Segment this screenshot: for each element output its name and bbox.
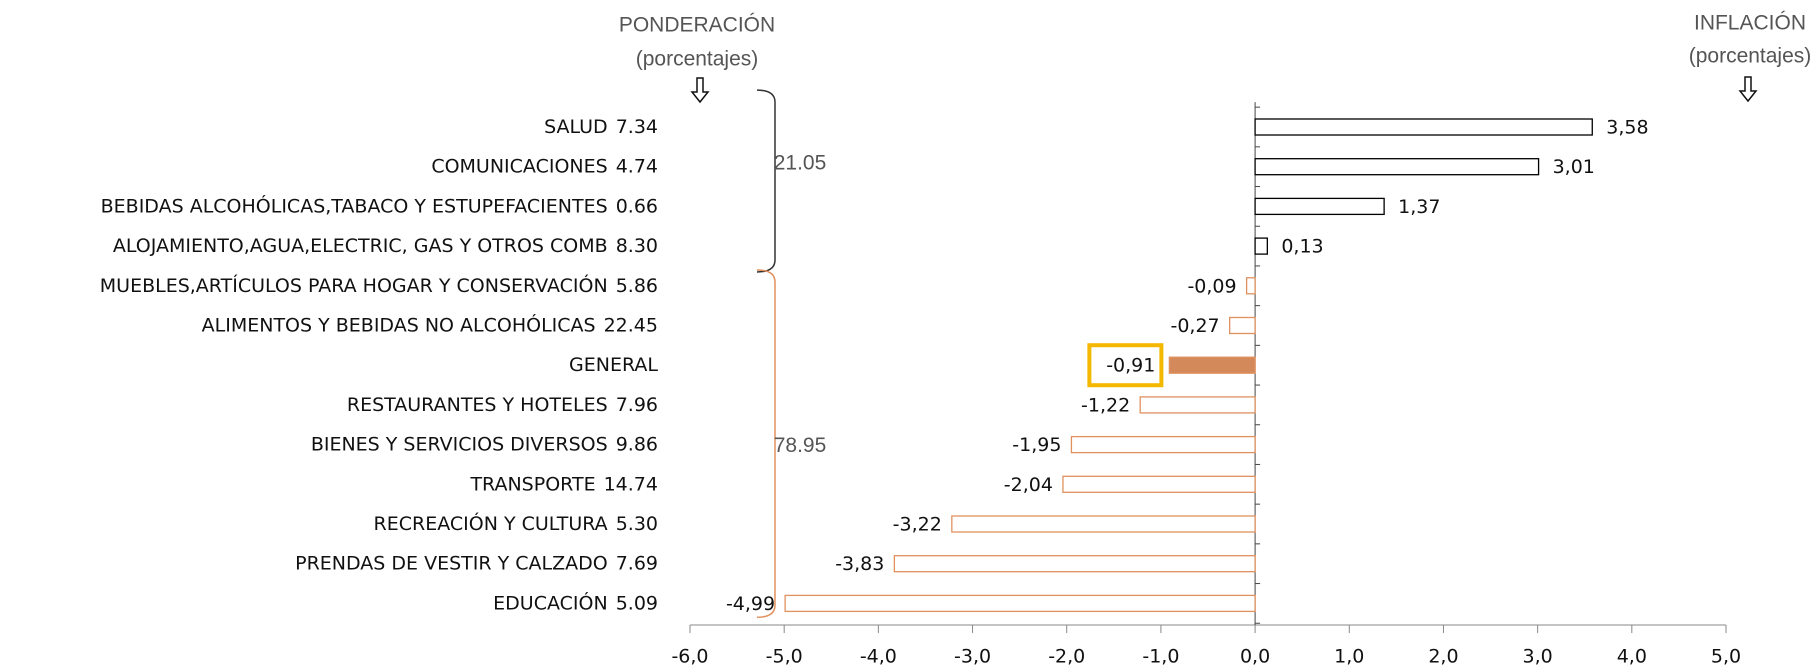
category-label: ALOJAMIENTO,AGUA,ELECTRIC, GAS Y OTROS C… bbox=[113, 235, 658, 257]
value-label: -0,91 bbox=[1106, 355, 1155, 377]
category-label: BIENES Y SERVICIOS DIVERSOS 9.86 bbox=[311, 433, 658, 455]
category-label: BEBIDAS ALCOHÓLICAS,TABACO Y ESTUPEFACIE… bbox=[101, 193, 658, 217]
bar bbox=[1254, 237, 1268, 255]
category-name: GENERAL bbox=[569, 354, 658, 376]
x-tick-label: 5,0 bbox=[1711, 646, 1741, 668]
x-tick-label: 0,0 bbox=[1240, 646, 1270, 668]
weight: 5.30 bbox=[616, 513, 658, 535]
weight: 7.96 bbox=[616, 393, 658, 415]
bar bbox=[784, 594, 1256, 613]
bar bbox=[1139, 396, 1256, 414]
weight: 4.74 bbox=[616, 155, 658, 177]
category-name: COMUNICACIONES bbox=[431, 155, 607, 177]
x-tick-label: 4,0 bbox=[1617, 646, 1647, 668]
value-label: 0,13 bbox=[1281, 236, 1323, 258]
bar bbox=[1229, 316, 1256, 335]
weight: 5.86 bbox=[616, 274, 658, 296]
category-label: PRENDAS DE VESTIR Y CALZADO 7.69 bbox=[295, 552, 658, 574]
header-sub: (porcentajes) bbox=[636, 48, 759, 71]
bar bbox=[1245, 277, 1256, 295]
category-label: RESTAURANTES Y HOTELES 7.96 bbox=[347, 393, 658, 415]
value-label: -3,22 bbox=[893, 514, 942, 536]
category-label: MUEBLES,ARTÍCULOS PARA HOGAR Y CONSERVAC… bbox=[100, 272, 658, 296]
category-label: EDUCACIÓN 5.09 bbox=[493, 590, 658, 614]
bar bbox=[1254, 197, 1385, 216]
category-name: EDUCACIÓN bbox=[493, 590, 608, 614]
bar bbox=[1062, 475, 1256, 493]
bracket bbox=[756, 269, 776, 618]
category-name: PRENDAS DE VESTIR Y CALZADO bbox=[295, 552, 608, 574]
x-tick-label: -5,0 bbox=[766, 646, 803, 668]
x-tick-label: 1,0 bbox=[1334, 646, 1364, 668]
value-label: -0,09 bbox=[1187, 275, 1236, 297]
category-label: GENERAL bbox=[569, 354, 658, 376]
x-tick-label: 3,0 bbox=[1523, 646, 1553, 668]
bar bbox=[893, 555, 1256, 573]
bar bbox=[1254, 118, 1593, 136]
category-name: BEBIDAS ALCOHÓLICAS,TABACO Y ESTUPEFACIE… bbox=[101, 193, 608, 217]
weight: 9.86 bbox=[616, 433, 658, 455]
arrow bbox=[1738, 76, 1758, 103]
category-name: BIENES Y SERVICIOS DIVERSOS bbox=[311, 433, 608, 455]
bracket bbox=[756, 89, 776, 273]
weight: 14.74 bbox=[604, 473, 658, 495]
highlight-box bbox=[1087, 343, 1164, 388]
value-label: -4,99 bbox=[726, 593, 775, 615]
x-tick-label: -6,0 bbox=[671, 646, 708, 668]
value-label: -0,27 bbox=[1170, 315, 1219, 337]
value-label: 1,37 bbox=[1398, 196, 1440, 218]
weight: 7.69 bbox=[616, 552, 658, 574]
group-total: 21.05 bbox=[774, 152, 827, 175]
category-name: MUEBLES,ARTÍCULOS PARA HOGAR Y CONSERVAC… bbox=[100, 272, 608, 296]
category-label: ALIMENTOS Y BEBIDAS NO ALCOHÓLICAS 22.45 bbox=[202, 312, 658, 336]
category-label: TRANSPORTE 14.74 bbox=[469, 473, 658, 495]
value-label: 3,58 bbox=[1606, 117, 1648, 139]
x-tick-label: 2,0 bbox=[1428, 646, 1458, 668]
category-name: RESTAURANTES Y HOTELES bbox=[347, 393, 608, 415]
x-tick-label: -1,0 bbox=[1142, 646, 1179, 668]
x-tick-label: -4,0 bbox=[860, 646, 897, 668]
weight: 8.30 bbox=[616, 235, 658, 257]
header: INFLACIÓN bbox=[1694, 12, 1806, 35]
x-tick-label: -3,0 bbox=[954, 646, 991, 668]
value-label: -1,22 bbox=[1081, 394, 1130, 416]
bar bbox=[1254, 158, 1540, 176]
category-name: SALUD bbox=[544, 116, 608, 138]
group-total: 78.95 bbox=[774, 434, 827, 457]
category-label: COMUNICACIONES 4.74 bbox=[431, 155, 658, 177]
category-name: TRANSPORTE bbox=[469, 473, 595, 495]
x-tick-label: -2,0 bbox=[1048, 646, 1085, 668]
weight: 0.66 bbox=[616, 195, 658, 217]
category-name: ALOJAMIENTO,AGUA,ELECTRIC, GAS Y OTROS C… bbox=[113, 235, 608, 257]
category-label: RECREACIÓN Y CULTURA 5.30 bbox=[374, 511, 658, 535]
header: PONDERACIÓN bbox=[619, 14, 775, 37]
arrow bbox=[690, 77, 710, 104]
weight: 7.34 bbox=[616, 116, 658, 138]
value-label: -2,04 bbox=[1004, 474, 1053, 496]
category-name: ALIMENTOS Y BEBIDAS NO ALCOHÓLICAS bbox=[202, 312, 596, 336]
category-label: SALUD 7.34 bbox=[544, 116, 658, 138]
weight: 22.45 bbox=[604, 314, 658, 336]
value-label: -1,95 bbox=[1012, 434, 1061, 456]
header-sub: (porcentajes) bbox=[1689, 45, 1812, 68]
bar bbox=[951, 515, 1256, 533]
weight: 5.09 bbox=[616, 592, 658, 614]
value-label: -3,83 bbox=[835, 553, 884, 575]
category-name: RECREACIÓN Y CULTURA bbox=[374, 511, 608, 535]
bar bbox=[1070, 435, 1256, 454]
bar bbox=[1168, 356, 1256, 374]
value-label: 3,01 bbox=[1553, 156, 1595, 178]
